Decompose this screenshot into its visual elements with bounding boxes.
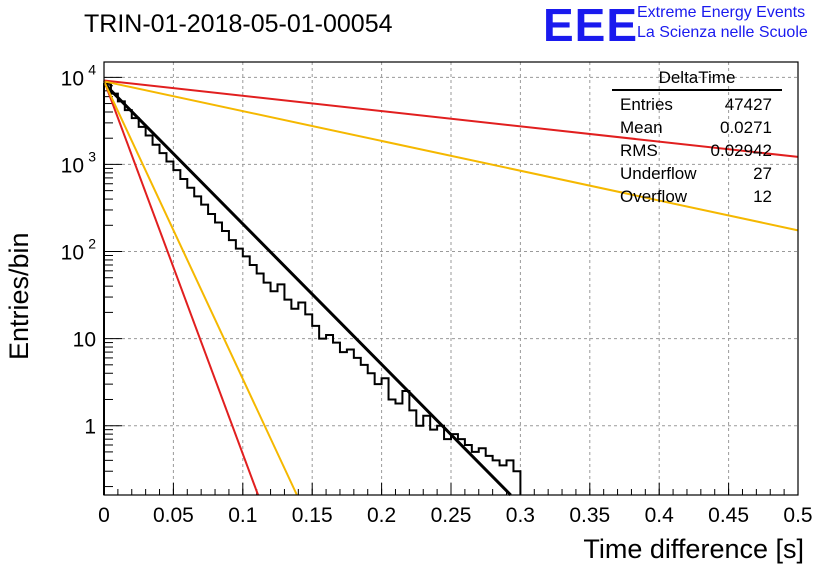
x-tick-label: 0.5 <box>783 504 812 527</box>
y-tick-label: 10 <box>61 154 84 177</box>
plot-title: TRIN-01-2018-05-01-00054 <box>84 10 393 38</box>
fit-line-0 <box>102 82 512 497</box>
stats-row-overflow: Overflow 12 <box>620 187 772 206</box>
axis-ticks <box>103 76 799 495</box>
y-tick-exponent: 3 <box>88 148 96 164</box>
stats-box: DeltaTime Entries 47427 Mean 0.0271 RMS 0.0… <box>612 68 782 208</box>
plot-frame <box>103 61 799 496</box>
fit-line-1 <box>103 79 799 158</box>
eee-logo: EEE <box>543 0 639 51</box>
y-tick-label: 10 <box>61 67 84 90</box>
stats-row-rms: RMS 0.02942 <box>620 141 772 160</box>
y-tick-exponent: 4 <box>88 61 96 77</box>
y-axis-label: Entries/bin <box>4 232 34 360</box>
x-tick-label: 0.15 <box>292 504 333 527</box>
x-tick-label: 0.35 <box>569 504 610 527</box>
fit-line-4 <box>103 80 298 496</box>
x-tick-label: 0.25 <box>431 504 472 527</box>
y-tick-label: 10 <box>73 329 96 352</box>
x-tick-label: 0.1 <box>228 504 257 527</box>
y-tick-label: 10 <box>61 242 84 265</box>
y-tick-exponent: 2 <box>88 236 96 252</box>
logo-line-1: Extreme Energy Events <box>637 4 806 21</box>
logo-line-2: La Scienza nelle Scuole <box>637 24 808 41</box>
stats-row-underflow: Underflow 27 <box>620 164 772 183</box>
stats-row-entries: Entries 47427 <box>620 95 772 114</box>
x-tick-label: 0 <box>98 504 110 527</box>
x-tick-label: 0.4 <box>645 504 675 527</box>
x-tick-label: 0.05 <box>153 504 194 527</box>
tick-labels: 0 0.05 0.1 0.15 0.2 0.25 0.3 0.35 0.4 0.45 0.510 41… <box>61 61 813 527</box>
fit-line-3 <box>103 80 260 496</box>
x-tick-label: 0.45 <box>708 504 749 527</box>
x-tick-label: 0.2 <box>367 504 396 527</box>
grid-lines <box>104 62 798 495</box>
stats-row-mean: Mean 0.0271 <box>620 118 772 137</box>
x-tick-label: 0.3 <box>506 504 535 527</box>
x-axis-label: Time difference [s] <box>583 534 804 564</box>
y-tick-label: 1 <box>84 416 96 439</box>
stats-box-title: DeltaTime <box>612 68 782 91</box>
fit-line-2 <box>103 80 799 232</box>
fit-lines <box>102 79 799 497</box>
